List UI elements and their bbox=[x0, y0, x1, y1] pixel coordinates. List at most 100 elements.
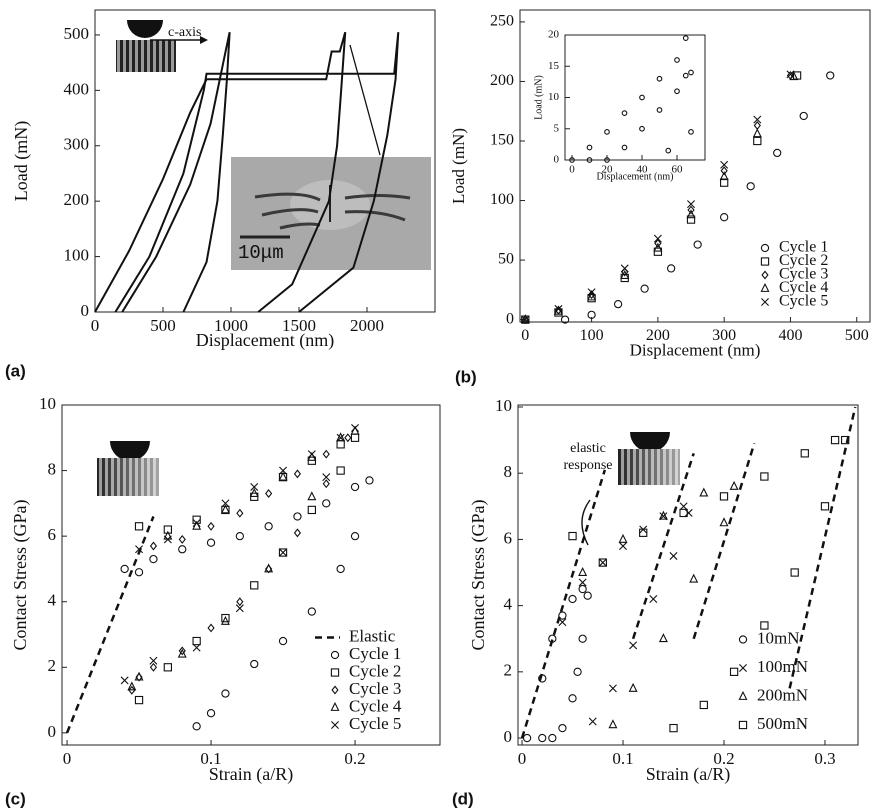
y-axis-label: Load (mN) bbox=[11, 121, 32, 201]
marker bbox=[279, 466, 288, 475]
marker bbox=[134, 695, 144, 705]
plot-frame bbox=[519, 9, 871, 323]
marker bbox=[520, 314, 530, 324]
marker bbox=[665, 147, 672, 154]
marker bbox=[192, 722, 201, 731]
marker bbox=[336, 433, 345, 442]
y-tick-label: 6 bbox=[48, 525, 57, 544]
x-tick-label: 0.1 bbox=[200, 749, 221, 768]
x-tick-label: 0 bbox=[569, 163, 575, 175]
marker bbox=[307, 607, 316, 616]
marker bbox=[149, 656, 158, 665]
plot-frame bbox=[61, 404, 441, 746]
panel-label: (b) bbox=[455, 367, 477, 386]
x-tick-label: 20 bbox=[602, 163, 614, 175]
legend-label: Cycle 2 bbox=[779, 252, 828, 269]
y-tick-label: 15 bbox=[548, 60, 560, 72]
x-axis-label: Strain (a/R) bbox=[209, 764, 293, 785]
marker bbox=[586, 157, 593, 163]
marker bbox=[220, 615, 230, 625]
marker bbox=[666, 264, 676, 273]
marker bbox=[322, 479, 330, 489]
inset-background bbox=[565, 35, 705, 160]
plot-frame bbox=[517, 404, 859, 746]
marker bbox=[293, 528, 302, 538]
y-tick-label: 400 bbox=[64, 79, 90, 98]
y-tick-label: 20 bbox=[548, 29, 560, 41]
legend-label: Cycle 5 bbox=[349, 714, 401, 733]
marker bbox=[331, 721, 339, 729]
legend-label: Cycle 4 bbox=[349, 696, 402, 715]
marker bbox=[365, 476, 374, 485]
marker bbox=[586, 144, 593, 151]
marker bbox=[604, 157, 610, 163]
marker bbox=[598, 558, 607, 567]
y-tick-label: 10 bbox=[39, 394, 56, 413]
indenter-icon bbox=[116, 20, 208, 72]
marker bbox=[669, 551, 678, 560]
marker bbox=[629, 641, 638, 650]
marker bbox=[264, 522, 273, 531]
marker bbox=[569, 157, 575, 163]
marker bbox=[760, 282, 770, 292]
series-line bbox=[692, 443, 756, 640]
y-axis-label: Contact Stress (GPa) bbox=[468, 500, 489, 651]
x-tick-label: 0.3 bbox=[814, 749, 835, 768]
marker bbox=[786, 70, 795, 79]
x-tick-label: 0.1 bbox=[612, 749, 633, 768]
marker bbox=[568, 531, 577, 541]
marker bbox=[658, 510, 668, 520]
y-tick-label: 8 bbox=[504, 462, 513, 481]
marker bbox=[538, 733, 547, 743]
y-tick-label: 500 bbox=[64, 24, 90, 43]
x-tick-label: 1000 bbox=[214, 316, 248, 335]
marker bbox=[163, 535, 172, 544]
legend-label: Elastic bbox=[349, 626, 396, 645]
series-line bbox=[631, 452, 695, 640]
marker bbox=[120, 564, 129, 574]
marker bbox=[178, 545, 187, 554]
marker bbox=[679, 508, 688, 518]
marker bbox=[221, 613, 230, 623]
marker bbox=[699, 487, 709, 497]
marker bbox=[738, 720, 748, 730]
x-tick-label: 500 bbox=[150, 316, 176, 335]
marker bbox=[278, 548, 288, 557]
marker bbox=[658, 633, 668, 643]
legend-label: Cycle 1 bbox=[349, 644, 401, 663]
panel-label: (d) bbox=[452, 789, 474, 808]
marker bbox=[279, 548, 288, 557]
y-tick-label: 150 bbox=[490, 132, 514, 149]
x-tick-label: 60 bbox=[672, 163, 684, 175]
marker bbox=[206, 709, 216, 718]
marker bbox=[604, 129, 610, 135]
y-tick-label: 6 bbox=[504, 528, 513, 547]
legend-label: 10mN bbox=[757, 628, 800, 647]
marker bbox=[619, 542, 628, 551]
marker bbox=[674, 88, 680, 95]
x-axis-label: Displacement (nm) bbox=[196, 330, 334, 351]
marker bbox=[720, 178, 729, 187]
marker bbox=[682, 35, 689, 41]
marker bbox=[620, 270, 630, 279]
marker bbox=[686, 215, 696, 224]
marker bbox=[729, 667, 739, 676]
marker bbox=[752, 128, 762, 138]
marker bbox=[640, 284, 649, 293]
marker bbox=[738, 635, 748, 644]
series-line bbox=[121, 31, 231, 313]
x-tick-label: 40 bbox=[637, 163, 649, 175]
marker bbox=[293, 469, 302, 479]
marker bbox=[177, 648, 187, 658]
y-tick-label: 300 bbox=[64, 135, 90, 154]
y-tick-label: 250 bbox=[490, 13, 514, 30]
marker bbox=[820, 502, 830, 511]
marker bbox=[344, 433, 352, 443]
y-tick-label: 0 bbox=[554, 154, 560, 166]
marker bbox=[687, 200, 696, 209]
marker bbox=[578, 584, 587, 594]
marker bbox=[653, 247, 663, 256]
marker bbox=[653, 242, 663, 252]
marker bbox=[686, 209, 696, 219]
marker bbox=[568, 694, 577, 703]
